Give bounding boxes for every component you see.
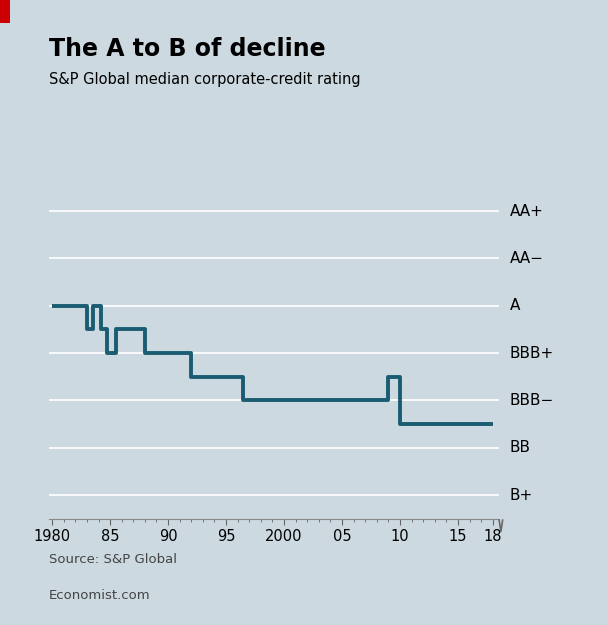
Text: The A to B of decline: The A to B of decline: [49, 38, 325, 61]
Text: BBB−: BBB−: [510, 393, 554, 408]
Text: BB: BB: [510, 440, 531, 455]
Text: Source: S&P Global: Source: S&P Global: [49, 553, 177, 566]
Text: BBB+: BBB+: [510, 346, 554, 361]
Text: B+: B+: [510, 488, 533, 502]
Text: Economist.com: Economist.com: [49, 589, 150, 602]
Text: AA+: AA+: [510, 204, 544, 219]
Text: A: A: [510, 298, 520, 313]
Text: AA−: AA−: [510, 251, 544, 266]
Text: S&P Global median corporate-credit rating: S&P Global median corporate-credit ratin…: [49, 72, 361, 87]
